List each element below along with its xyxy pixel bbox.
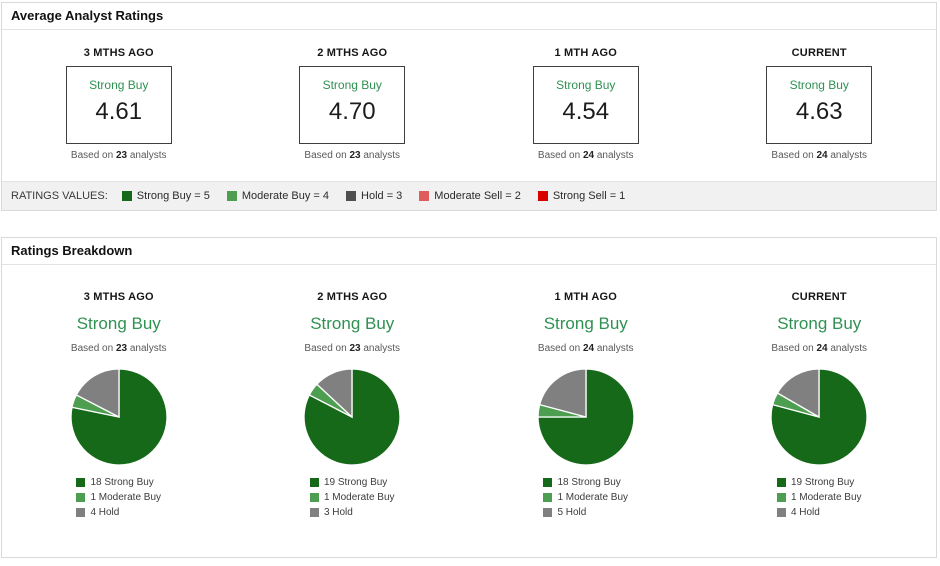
pie-legend-strong-buy: 18 Strong Buy (76, 477, 161, 488)
breakdown-column-current: CURRENT Strong Buy Based on 24 analysts … (703, 291, 937, 522)
strong-sell-swatch-icon (537, 191, 548, 201)
analyst-count-note: Based on 24 analysts (771, 150, 868, 161)
analyst-count-note: Based on 23 analysts (70, 343, 167, 354)
breakdown-column-2mths: 2 MTHS AGO Strong Buy Based on 23 analys… (236, 291, 470, 522)
hold-swatch-icon (543, 508, 553, 517)
legend-item-strong-sell: Strong Sell = 1 (537, 190, 625, 202)
strong-buy-swatch-icon (543, 478, 553, 487)
period-label: CURRENT (791, 47, 847, 59)
analyst-count: 23 (349, 150, 361, 161)
strong-buy-swatch-icon (776, 478, 786, 487)
rating-box: Strong Buy 4.54 (532, 66, 639, 144)
ratings-values-label: RATINGS VALUES: (11, 190, 108, 202)
legend-item-moderate-buy: Moderate Buy = 4 (226, 190, 329, 202)
analyst-count: 23 (115, 343, 128, 354)
rating-value: 4.63 (795, 98, 843, 125)
period-label: 3 MTHS AGO (83, 47, 154, 59)
pie-legend-hold: 3 Hold (309, 507, 395, 518)
moderate-buy-swatch-icon (309, 493, 319, 502)
analyst-count: 24 (816, 343, 828, 354)
pie-legend: 18 Strong Buy 1 Moderate Buy 4 Hold (76, 477, 161, 522)
rating-column-3mths: 3 MTHS AGO Strong Buy 4.61 Based on 23 a… (2, 47, 236, 161)
moderate-buy-swatch-icon (776, 493, 786, 502)
pie-legend-hold: 4 Hold (76, 507, 161, 518)
analyst-count: 23 (349, 343, 361, 354)
pie-chart-3mths (70, 368, 168, 466)
analyst-count: 24 (582, 343, 595, 354)
panel-title-average-analyst-ratings: Average Analyst Ratings (2, 3, 936, 30)
panel-title-ratings-breakdown: Ratings Breakdown (2, 238, 936, 265)
pie-legend: 18 Strong Buy 1 Moderate Buy 5 Hold (543, 477, 628, 522)
consensus-label: Strong Buy (322, 78, 382, 92)
analyst-count-note: Based on 24 analysts (537, 343, 634, 354)
pie-legend-moderate-buy: 1 Moderate Buy (776, 492, 862, 503)
consensus-label: Strong Buy (543, 314, 628, 333)
consensus-label: Strong Buy (789, 78, 849, 92)
pie-chart-2mths (303, 368, 401, 466)
moderate-buy-swatch-icon (76, 493, 86, 502)
period-label: 1 MTH AGO (554, 291, 617, 303)
pie-legend-moderate-buy: 1 Moderate Buy (76, 492, 161, 503)
breakdown-column-3mths: 3 MTHS AGO Strong Buy Based on 23 analys… (2, 291, 236, 522)
analyst-count-note: Based on 23 analysts (70, 150, 167, 161)
pie-legend-moderate-buy: 1 Moderate Buy (543, 492, 628, 503)
analyst-count: 23 (115, 150, 128, 161)
period-label: 2 MTHS AGO (317, 47, 388, 59)
period-label: 3 MTHS AGO (83, 291, 154, 303)
rating-column-1mth: 1 MTH AGO Strong Buy 4.54 Based on 24 an… (469, 47, 703, 161)
consensus-label: Strong Buy (310, 314, 395, 333)
legend-item-strong-buy: Strong Buy = 5 (121, 190, 210, 202)
consensus-label: Strong Buy (76, 314, 161, 333)
analyst-count: 24 (816, 150, 828, 161)
rating-column-2mths: 2 MTHS AGO Strong Buy 4.70 Based on 23 a… (236, 47, 470, 161)
consensus-label: Strong Buy (89, 78, 149, 92)
ratings-breakdown-panel: Ratings Breakdown 3 MTHS AGO Strong Buy … (1, 237, 937, 558)
pie-chart-current (770, 368, 868, 466)
moderate-buy-swatch-icon (226, 191, 237, 201)
pie-legend-strong-buy: 19 Strong Buy (309, 477, 395, 488)
period-label: CURRENT (791, 291, 847, 303)
rating-value: 4.61 (95, 98, 143, 125)
pie-chart-1mth (537, 368, 635, 466)
rating-value: 4.54 (562, 98, 610, 125)
pie-legend: 19 Strong Buy 1 Moderate Buy 3 Hold (309, 477, 395, 522)
analyst-count: 24 (582, 150, 595, 161)
rating-box: Strong Buy 4.63 (766, 66, 873, 144)
strong-buy-swatch-icon (76, 478, 86, 487)
ratings-columns: 3 MTHS AGO Strong Buy 4.61 Based on 23 a… (2, 30, 936, 161)
strong-buy-swatch-icon (309, 478, 319, 487)
strong-buy-swatch-icon (121, 191, 132, 201)
consensus-label: Strong Buy (556, 78, 616, 92)
moderate-buy-swatch-icon (543, 493, 553, 502)
rating-box: Strong Buy 4.61 (65, 66, 172, 144)
hold-swatch-icon (776, 508, 786, 517)
breakdown-column-1mth: 1 MTH AGO Strong Buy Based on 24 analyst… (469, 291, 703, 522)
breakdown-columns: 3 MTHS AGO Strong Buy Based on 23 analys… (2, 265, 936, 522)
analyst-count-note: Based on 23 analysts (304, 150, 401, 161)
hold-swatch-icon (309, 508, 319, 517)
period-label: 1 MTH AGO (554, 47, 617, 59)
average-analyst-ratings-panel: Average Analyst Ratings 3 MTHS AGO Stron… (1, 2, 937, 211)
consensus-label: Strong Buy (777, 314, 862, 333)
moderate-sell-swatch-icon (419, 191, 430, 201)
pie-legend-strong-buy: 18 Strong Buy (543, 477, 628, 488)
hold-swatch-icon (346, 191, 357, 201)
pie-legend: 19 Strong Buy 1 Moderate Buy 4 Hold (776, 477, 862, 522)
pie-legend-moderate-buy: 1 Moderate Buy (309, 492, 395, 503)
pie-legend-hold: 4 Hold (776, 507, 862, 518)
pie-legend-hold: 5 Hold (543, 507, 628, 518)
hold-swatch-icon (76, 508, 86, 517)
analyst-count-note: Based on 24 analysts (771, 343, 868, 354)
pie-legend-strong-buy: 19 Strong Buy (776, 477, 862, 488)
rating-box: Strong Buy 4.70 (299, 66, 406, 144)
analyst-count-note: Based on 24 analysts (537, 150, 634, 161)
legend-item-moderate-sell: Moderate Sell = 2 (419, 190, 521, 202)
analyst-count-note: Based on 23 analysts (304, 343, 401, 354)
legend-item-hold: Hold = 3 (346, 190, 402, 202)
rating-column-current: CURRENT Strong Buy 4.63 Based on 24 anal… (703, 47, 937, 161)
period-label: 2 MTHS AGO (317, 291, 388, 303)
rating-value: 4.70 (328, 98, 376, 125)
ratings-values-legend: RATINGS VALUES: Strong Buy = 5 Moderate … (2, 181, 936, 210)
